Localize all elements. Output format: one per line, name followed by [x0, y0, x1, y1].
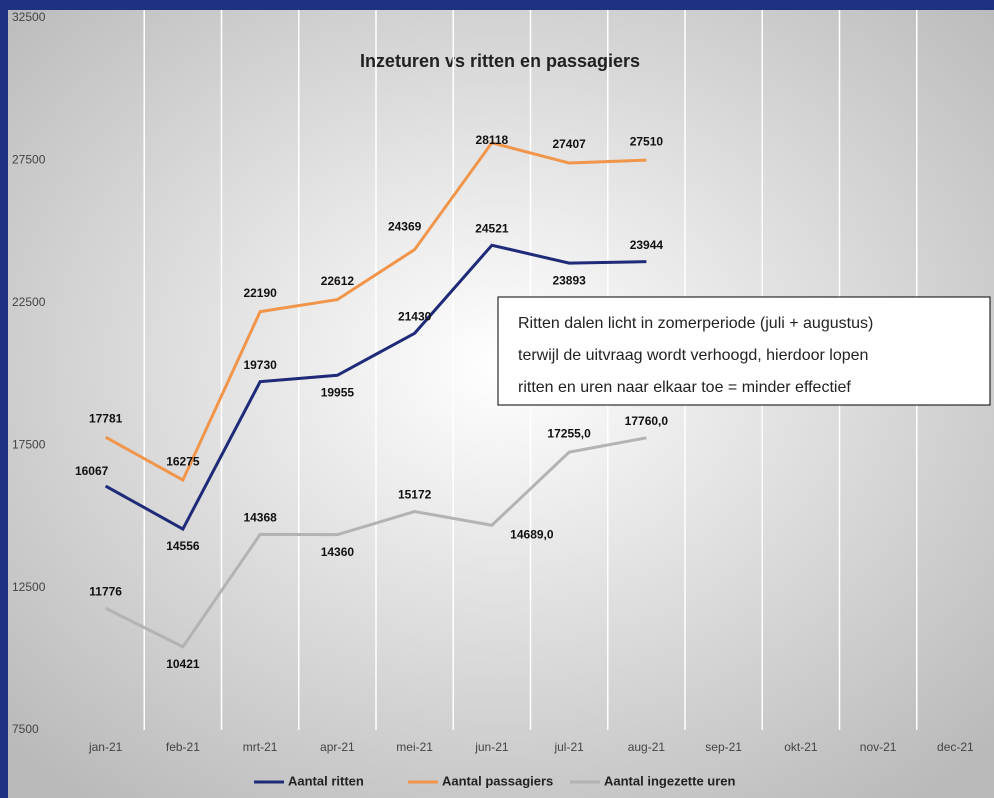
y-tick-label: 22500	[12, 295, 46, 309]
data-label: 11776	[89, 584, 122, 598]
data-label: 14689,0	[510, 527, 554, 541]
data-label: 21430	[398, 309, 432, 323]
annotation-text: Ritten dalen licht in zomerperiode (juli…	[518, 315, 873, 332]
data-label: 23944	[630, 238, 664, 252]
data-label: 24369	[388, 220, 422, 234]
series-line	[104, 243, 647, 532]
data-label: 15172	[398, 488, 432, 502]
x-tick-label: jul-21	[553, 740, 584, 754]
legend-label: Aantal ritten	[288, 773, 364, 788]
data-label: 16067	[75, 464, 109, 478]
y-tick-label: 17500	[12, 437, 46, 451]
data-label: 23893	[552, 273, 586, 287]
series-line	[104, 141, 647, 483]
data-label: 14368	[243, 511, 277, 525]
y-tick-label: 12500	[12, 580, 46, 594]
x-tick-label: sep-21	[705, 740, 742, 754]
data-label: 17255,0	[547, 426, 591, 440]
x-tick-label: okt-21	[784, 740, 818, 754]
x-tick-label: aug-21	[628, 740, 666, 754]
annotation-text: ritten en uren naar elkaar toe = minder …	[518, 379, 851, 396]
data-label: 17760,0	[625, 414, 669, 428]
legend-label: Aantal ingezette uren	[604, 773, 736, 788]
data-label: 17781	[89, 411, 123, 425]
y-tick-label: 27500	[12, 153, 46, 167]
data-label: 10421	[166, 657, 200, 671]
chart-title: Inzeturen vs ritten en passagiers	[360, 51, 640, 71]
data-label: 27407	[552, 137, 586, 151]
data-label: 19955	[321, 385, 355, 399]
x-tick-label: mrt-21	[243, 740, 278, 754]
data-label: 16275	[166, 454, 200, 468]
data-label: 24521	[475, 221, 509, 235]
data-label: 27510	[630, 134, 664, 148]
data-label: 14556	[166, 539, 200, 553]
x-tick-label: dec-21	[937, 740, 974, 754]
x-tick-label: apr-21	[320, 740, 355, 754]
x-tick-label: feb-21	[166, 740, 200, 754]
y-tick-label: 7500	[12, 722, 39, 736]
annotation-text: terwijl de uitvraag wordt verhoogd, hier…	[518, 347, 868, 364]
data-label: 22612	[321, 274, 355, 288]
annotation-box	[497, 296, 991, 406]
x-tick-label: mei-21	[396, 740, 433, 754]
y-tick-label: 32500	[12, 10, 46, 24]
data-label: 28118	[476, 133, 509, 147]
x-tick-label: jan-21	[88, 740, 123, 754]
legend-label: Aantal passagiers	[442, 773, 553, 788]
data-label: 14360	[321, 545, 355, 559]
data-label: 22190	[243, 286, 277, 300]
data-label: 19730	[243, 358, 277, 372]
x-tick-label: nov-21	[860, 740, 897, 754]
x-tick-label: jun-21	[474, 740, 509, 754]
series-line	[104, 436, 647, 649]
